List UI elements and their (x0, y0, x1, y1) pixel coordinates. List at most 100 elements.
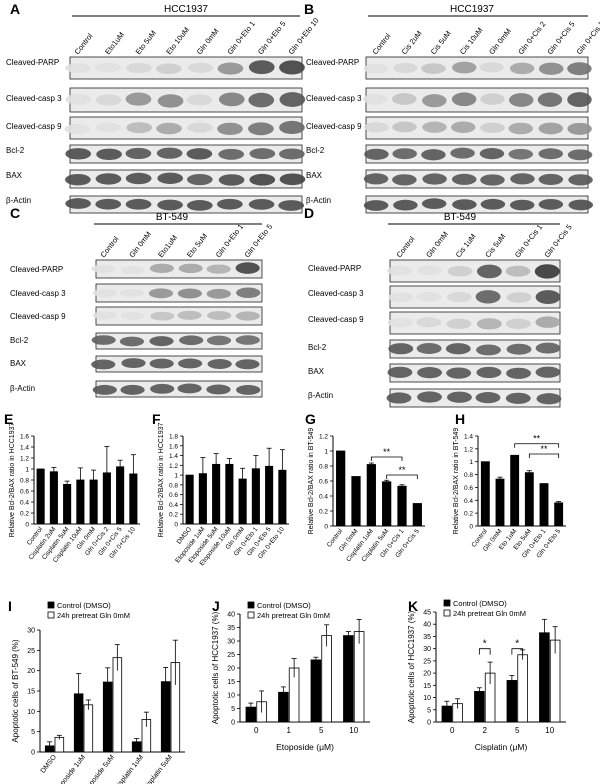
bar (412, 503, 422, 527)
blot-band (148, 288, 174, 299)
y-tick-label: 20 (227, 666, 235, 673)
blot-row-label: Cleaved-PARP (10, 265, 63, 274)
y-tick-label: 0.8 (20, 478, 29, 485)
y-axis-label: Apoptotic cells of HCC1937 (%) (211, 611, 220, 724)
blot-band (421, 63, 446, 74)
blot-band (186, 173, 213, 186)
bar (474, 691, 485, 723)
blot-strip (389, 339, 561, 359)
blot-band (475, 392, 501, 404)
blot-band (218, 148, 245, 160)
y-tick-label: 0 (427, 720, 431, 727)
y-tick-label: 40 (423, 622, 431, 629)
blot-row-label: β-Actin (10, 384, 35, 393)
blot-band (421, 198, 447, 210)
blot-band (235, 262, 260, 274)
blot-band (568, 174, 593, 186)
bar (225, 463, 234, 525)
bar (49, 471, 58, 525)
panel-letter: D (304, 205, 314, 221)
blot-band (65, 63, 91, 74)
blot-band (446, 318, 472, 330)
y-tick-label: 20 (27, 668, 35, 675)
blot-band (508, 148, 534, 160)
blot-band (538, 199, 564, 210)
blot-band (535, 342, 561, 354)
blot-band (187, 122, 213, 133)
blot-band (392, 93, 417, 105)
category-label: DMSO (40, 753, 59, 774)
legend-label: 24h pretreat Gln 0mM (257, 611, 330, 620)
blot-band (206, 384, 231, 395)
blot-band (95, 122, 122, 133)
blot-band (157, 94, 184, 108)
blot-band (187, 62, 214, 73)
blot-band (248, 60, 275, 75)
blot-band (125, 198, 152, 210)
blot-band (508, 122, 533, 135)
blot-band (95, 198, 122, 210)
y-tick-label: 1.8 (169, 434, 178, 441)
blot-band (480, 122, 505, 134)
blot-band (536, 393, 562, 405)
blot-band (476, 318, 502, 330)
lane-label: Eto 5uM (185, 232, 209, 260)
blot-band (475, 290, 501, 304)
blot-band (126, 62, 152, 74)
blot-row-label: Bcl-2 (6, 146, 25, 155)
lane-label: Gln 0+Eto 1 (225, 19, 257, 56)
category-label: 1 (287, 726, 292, 735)
blot-band (417, 367, 442, 379)
chart-letter: H (455, 411, 465, 427)
blot-band (480, 198, 506, 210)
category-label: Cisplatin 1uM (113, 754, 145, 784)
y-tick-label: 15 (27, 689, 35, 696)
blot-row-label: Bcl-2 (306, 146, 325, 155)
blot-strip (389, 388, 561, 408)
blot-band (235, 311, 260, 321)
panel-letter: C (10, 205, 20, 221)
blot-row-label: Cleaved-casp 3 (308, 289, 364, 298)
bar (112, 657, 123, 753)
blot-band (567, 92, 592, 108)
blot-band (236, 287, 261, 299)
y-tick-label: 1 (324, 449, 328, 456)
blot-row-label: Cleaved-casp 9 (6, 122, 62, 131)
blot-band (364, 122, 389, 133)
y-tick-label: 1 (469, 459, 473, 466)
y-tick-label: 1.2 (20, 456, 29, 463)
bar (517, 654, 528, 723)
blot-band (64, 123, 91, 134)
blot-band (386, 392, 412, 404)
blot-band (206, 264, 231, 274)
blot-band (94, 62, 121, 73)
blot-row-label: Cleaved-casp 3 (306, 94, 362, 103)
y-tick-label: 40 (227, 612, 235, 619)
x-axis-label: Cisplatin (μM) (475, 742, 528, 752)
bar (116, 466, 125, 525)
y-tick-label: 1.2 (464, 446, 473, 453)
chart-G: G 0 0.2 0.4 0.6 0.8 1 1.2 Relative Bcl-2/BAX rat… (305, 411, 425, 563)
y-tick-label: 1.2 (169, 463, 178, 470)
blot-band (506, 367, 532, 379)
significance-mark: ** (398, 465, 406, 475)
blot-band (249, 173, 276, 186)
blot-band (538, 62, 564, 75)
y-tick-label: 5 (231, 706, 235, 713)
blot-band (452, 199, 477, 210)
lane-label: Control (394, 234, 416, 259)
bar (554, 502, 564, 527)
blot-strip (389, 259, 561, 283)
chart-letter: I (8, 598, 12, 614)
blot-band (119, 288, 144, 297)
blot-band (567, 149, 593, 161)
y-tick-label: 0.8 (319, 464, 328, 471)
legend-swatch (47, 601, 55, 609)
y-tick-label: 10 (423, 695, 431, 702)
blot-row-label: BAX (308, 367, 325, 376)
blot-band (452, 173, 477, 185)
blot-band (538, 122, 563, 135)
y-tick-label: 20 (423, 671, 431, 678)
